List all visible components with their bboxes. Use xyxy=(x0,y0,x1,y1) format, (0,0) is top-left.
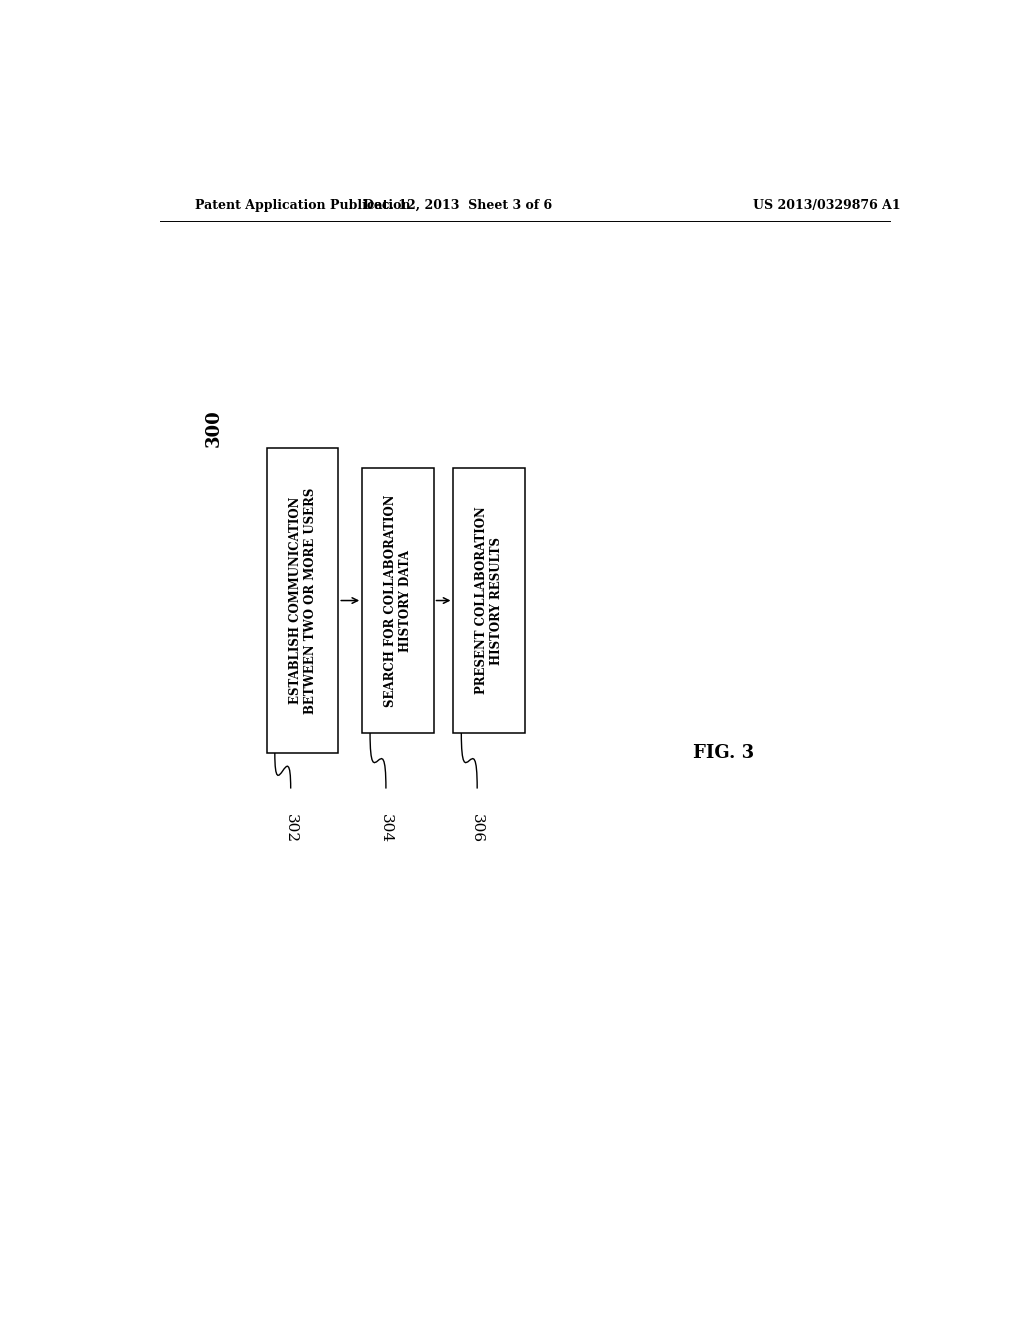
Text: US 2013/0329876 A1: US 2013/0329876 A1 xyxy=(753,198,900,211)
Text: FIG. 3: FIG. 3 xyxy=(692,744,754,762)
Text: SEARCH FOR COLLABORATION
HISTORY DATA: SEARCH FOR COLLABORATION HISTORY DATA xyxy=(384,494,412,706)
Bar xyxy=(362,469,433,733)
Text: Dec. 12, 2013  Sheet 3 of 6: Dec. 12, 2013 Sheet 3 of 6 xyxy=(362,198,552,211)
Text: 304: 304 xyxy=(379,814,393,843)
Text: Patent Application Publication: Patent Application Publication xyxy=(196,198,411,211)
Bar xyxy=(454,469,524,733)
Text: ESTABLISH COMMUNICATION
BETWEEN TWO OR MORE USERS: ESTABLISH COMMUNICATION BETWEEN TWO OR M… xyxy=(289,487,316,714)
Text: 300: 300 xyxy=(205,409,222,446)
Text: 306: 306 xyxy=(470,814,484,843)
Bar xyxy=(267,447,338,752)
Text: 302: 302 xyxy=(284,814,298,843)
Text: PRESENT COLLABORATION
HISTORY RESULTS: PRESENT COLLABORATION HISTORY RESULTS xyxy=(475,507,503,694)
